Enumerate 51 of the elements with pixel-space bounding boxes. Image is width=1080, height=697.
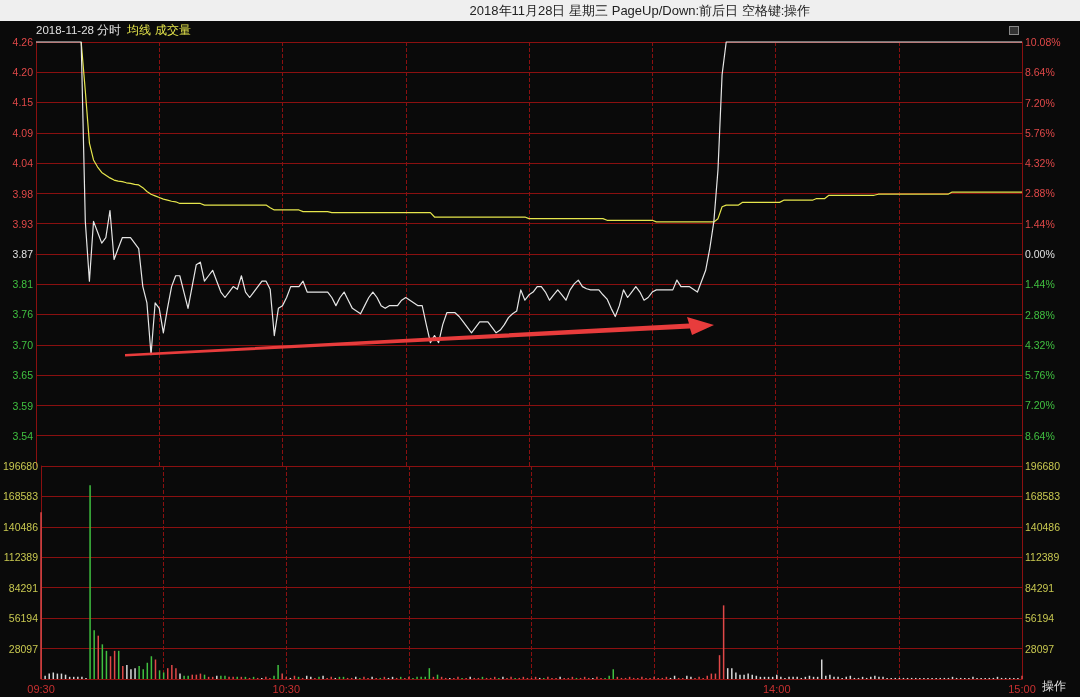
- chart-subtitle: 2018-11-28 分时: [36, 24, 122, 36]
- y-tick-label: 4.04: [12, 157, 34, 170]
- x-tick-label: 09:30: [27, 682, 55, 695]
- y-tick-label: 3.93: [12, 217, 34, 230]
- y2-tick-label: 7.20%: [1025, 399, 1055, 412]
- y2-tick-label: 4.32%: [1025, 338, 1055, 351]
- y2-tick-label: 168583: [1025, 490, 1061, 503]
- y2-tick-label: 0.00%: [1025, 248, 1055, 260]
- text: 成交量: [155, 24, 192, 36]
- y-tick-label: 56194: [8, 612, 39, 625]
- y2-tick-label: 112389: [1025, 551, 1060, 564]
- y2-tick-label: 8.64%: [1025, 429, 1055, 442]
- y-tick-label: 3.76: [12, 308, 34, 321]
- y-tick-label: 4.20: [12, 66, 34, 79]
- y-tick-label: 28097: [8, 642, 39, 655]
- y-tick-label: 3.81: [12, 278, 34, 291]
- y2-tick-label: 10.08%: [1025, 36, 1061, 48]
- y2-tick-label: 8.64%: [1025, 66, 1055, 79]
- y-tick-label: 196680: [2, 460, 39, 472]
- y-tick-label: 140486: [2, 520, 39, 533]
- y2-tick-label: 2.88%: [1025, 187, 1055, 200]
- text: 均线: [127, 24, 152, 36]
- y2-tick-label: 140486: [1025, 520, 1061, 533]
- y2-tick-label: 1.44%: [1025, 217, 1055, 230]
- y-tick-label: 3.54: [12, 429, 34, 442]
- y-tick-label: 3.70: [12, 338, 34, 351]
- y-tick-label: 4.26: [12, 36, 34, 48]
- y-tick-label: 4.09: [12, 126, 34, 139]
- y2-tick-label: 1.44%: [1025, 278, 1055, 291]
- y2-tick-label: 4.32%: [1025, 157, 1055, 170]
- y2-tick-label: 5.76%: [1025, 369, 1055, 382]
- x-tick-label: 15:00: [1008, 682, 1036, 695]
- y-tick-label: 3.98: [12, 187, 34, 200]
- y2-tick-label: 84291: [1025, 581, 1055, 594]
- y-tick-label: 112389: [3, 551, 39, 564]
- y-tick-label: 3.87: [12, 248, 34, 260]
- y2-tick-label: 196680: [1025, 460, 1061, 472]
- y-tick-label: 3.65: [12, 369, 34, 382]
- y2-tick-label: 56194: [1025, 612, 1055, 625]
- y2-tick-label: 28097: [1025, 642, 1055, 655]
- y-tick-label: 3.59: [12, 399, 34, 412]
- x-tick-label: 14:00: [762, 682, 791, 695]
- x-tick-label: 10:30: [272, 682, 301, 695]
- y-tick-label: 84291: [8, 581, 39, 594]
- y2-tick-label: 7.20%: [1025, 96, 1055, 109]
- y-tick-label: 4.15: [12, 96, 34, 109]
- y-tick-label: 168583: [2, 490, 39, 503]
- chart-title: 2018年11月28日 星期三 PageUp/Down:前后日 空格键:操作: [469, 3, 811, 18]
- y2-tick-label: 2.88%: [1025, 308, 1055, 321]
- y2-tick-label: 5.76%: [1025, 126, 1055, 139]
- text: 操作: [1042, 678, 1066, 695]
